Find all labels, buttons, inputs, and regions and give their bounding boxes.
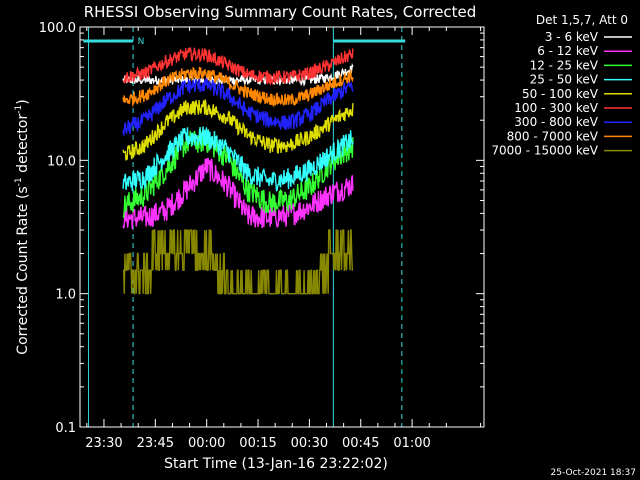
y-axis-label-sup: -1 xyxy=(14,177,24,186)
night-marker-label: N xyxy=(138,37,145,47)
y-axis-label-sup-2: -1 xyxy=(14,105,24,114)
series-line-2 xyxy=(122,158,354,230)
series-line-5 xyxy=(122,99,354,161)
series-line-7 xyxy=(122,76,354,136)
legend-label: 6 - 12 keV xyxy=(537,44,599,58)
x-axis-label: Start Time (13-Jan-16 23:22:02) xyxy=(164,456,388,472)
legend-label: 50 - 100 keV xyxy=(522,87,599,101)
legend-label: 800 - 7000 keV xyxy=(507,129,599,143)
chart-title: RHESSI Observing Summary Count Rates, Co… xyxy=(84,3,477,21)
series-line-4 xyxy=(122,126,354,192)
x-tick-label: 00:30 xyxy=(291,436,328,451)
series-line-9 xyxy=(123,229,353,295)
y-axis-label-main: Corrected Count Rate (s xyxy=(15,186,31,354)
legend-label: 300 - 800 keV xyxy=(514,115,598,129)
x-tick-label: 00:00 xyxy=(188,436,225,451)
legend-title: Det 1,5,7, Att 0 xyxy=(536,13,628,27)
y-axis-label-end: ) xyxy=(15,99,31,104)
y-tick-label: 1.0 xyxy=(55,288,76,303)
legend-label: 100 - 300 keV xyxy=(514,101,598,115)
legend-label: 25 - 50 keV xyxy=(530,73,599,87)
legend-label: 12 - 25 keV xyxy=(530,58,599,72)
series-line-1 xyxy=(122,62,354,87)
legend-label: 7000 - 15000 keV xyxy=(491,144,598,158)
y-axis-label: Corrected Count Rate (s-1 detector-1) xyxy=(14,99,31,354)
plot-frame xyxy=(79,26,485,428)
y-axis: 0.1 1.0 10.0 100.0 xyxy=(39,21,484,436)
x-tick-label: 23:45 xyxy=(137,436,174,451)
x-axis: 23:30 23:45 00:00 00:15 00:30 00:45 01:00 xyxy=(85,27,482,451)
footer-timestamp: 25-Oct-2021 18:37 xyxy=(551,468,636,478)
x-tick-label: 00:45 xyxy=(342,436,379,451)
series-line-8 xyxy=(122,66,354,108)
y-tick-label: 10.0 xyxy=(47,154,76,169)
y-axis-label-mid: detector xyxy=(15,114,31,178)
y-tick-label: 100.0 xyxy=(39,21,76,36)
x-tick-label: 00:15 xyxy=(239,436,276,451)
series-line-6 xyxy=(122,47,354,86)
legend-label: 3 - 6 keV xyxy=(545,30,599,44)
y-tick-label: 0.1 xyxy=(55,421,76,436)
series-layer xyxy=(122,47,354,295)
x-tick-label: 01:00 xyxy=(393,436,430,451)
x-tick-label: 23:30 xyxy=(85,436,122,451)
